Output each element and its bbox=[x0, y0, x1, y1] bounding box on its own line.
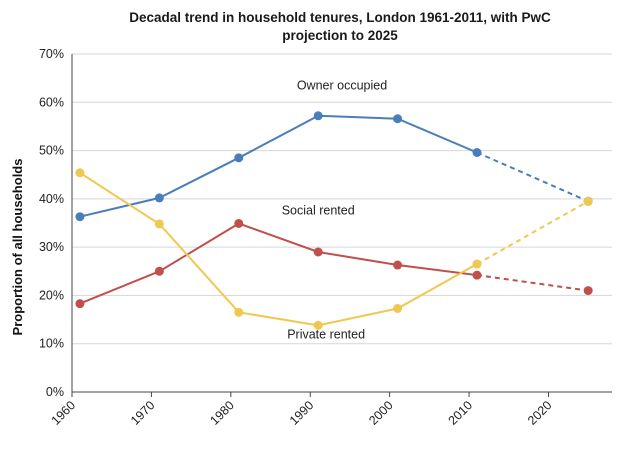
data-point-private-rented bbox=[472, 259, 482, 269]
y-tick-label: 0% bbox=[46, 385, 64, 399]
data-point-social-rented bbox=[313, 247, 323, 257]
data-point-private-rented bbox=[234, 307, 244, 317]
x-tick-label: 1970 bbox=[128, 398, 158, 428]
data-point-social-rented bbox=[154, 266, 164, 276]
data-point-private-rented bbox=[154, 219, 164, 229]
projection-line-social-rented bbox=[476, 274, 589, 292]
data-point-owner-occupied bbox=[75, 212, 85, 222]
series-line-owner-occupied bbox=[79, 114, 478, 218]
data-point-owner-occupied bbox=[472, 148, 482, 158]
data-point-social-rented bbox=[393, 260, 403, 270]
data-point-social-rented bbox=[75, 299, 85, 309]
y-tick-label: 60% bbox=[39, 95, 64, 109]
data-point-owner-occupied bbox=[234, 153, 244, 163]
chart-title-line-1: Decadal trend in household tenures, Lond… bbox=[129, 10, 551, 25]
x-tick-label: 1980 bbox=[207, 398, 237, 428]
series-label: Private rented bbox=[287, 327, 365, 341]
y-tick-label: 50% bbox=[39, 144, 64, 158]
series-label: Owner occupied bbox=[297, 79, 387, 93]
x-tick-label: 2010 bbox=[446, 398, 476, 428]
projection-point-private-rented bbox=[583, 196, 593, 206]
x-tick-label: 1960 bbox=[49, 398, 79, 428]
series-label: Social rented bbox=[282, 203, 355, 217]
data-point-private-rented bbox=[393, 303, 403, 313]
y-tick-label: 40% bbox=[39, 192, 64, 206]
y-tick-label: 30% bbox=[39, 240, 64, 254]
x-tick-label: 1990 bbox=[287, 398, 317, 428]
projection-line-owner-occupied bbox=[476, 151, 589, 203]
axes bbox=[71, 54, 612, 397]
y-axis-label: Proportion of all households bbox=[10, 159, 25, 336]
data-point-private-rented bbox=[313, 320, 323, 330]
data-point-owner-occupied bbox=[313, 111, 323, 121]
data-point-owner-occupied bbox=[393, 114, 403, 124]
tick-labels: 0% 10% 20% 30% 40% 50% 60% 70% 1960 1970 1980 1990 2… bbox=[39, 47, 555, 428]
series-lines bbox=[75, 111, 593, 330]
data-point-social-rented bbox=[234, 218, 244, 228]
y-tick-label: 70% bbox=[39, 47, 64, 61]
projection-line-private-rented bbox=[476, 200, 589, 265]
data-point-owner-occupied bbox=[154, 193, 164, 203]
series-social-rented bbox=[75, 218, 593, 309]
data-point-social-rented bbox=[472, 270, 482, 280]
y-tick-label: 20% bbox=[39, 288, 64, 302]
projection-point-social-rented bbox=[583, 286, 593, 296]
series-labels: Owner occupied Social rented Private rente… bbox=[282, 79, 388, 342]
x-tick-label: 2020 bbox=[525, 398, 555, 428]
chart-title-line-2: projection to 2025 bbox=[282, 28, 398, 43]
data-point-private-rented bbox=[75, 168, 85, 178]
series-line-social-rented bbox=[79, 222, 478, 305]
x-tick-label: 2000 bbox=[366, 398, 396, 428]
y-tick-label: 10% bbox=[39, 337, 64, 351]
series-private-rented bbox=[75, 168, 593, 330]
series-line-private-rented bbox=[79, 171, 478, 327]
